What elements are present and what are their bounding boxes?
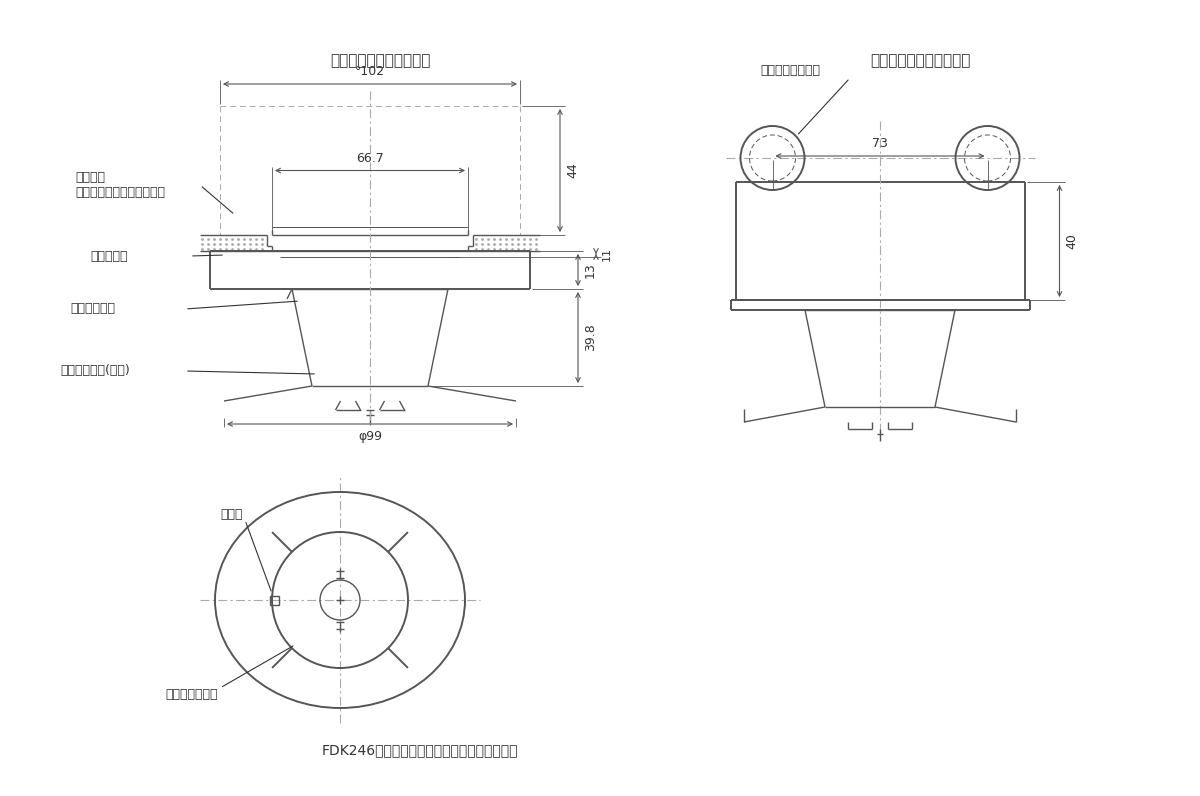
Text: φ99: φ99 — [358, 430, 382, 443]
Text: 66.7: 66.7 — [356, 151, 384, 165]
Text: 大形四角
アウトレットボックス深形: 大形四角 アウトレットボックス深形 — [74, 171, 166, 199]
Text: 丸形露出ボックス: 丸形露出ボックス — [760, 64, 820, 77]
Text: 感知器ヘッド(本体): 感知器ヘッド(本体) — [60, 365, 130, 377]
Text: 種別表示シール: 種別表示シール — [166, 689, 217, 701]
Text: °102: °102 — [355, 65, 385, 78]
Text: 11: 11 — [602, 247, 612, 261]
Text: 塗代カバー: 塗代カバー — [90, 249, 127, 263]
Text: 確認灯: 確認灯 — [220, 509, 242, 521]
Text: 44: 44 — [566, 162, 580, 178]
Text: FDK246型光電式スポット型感知器（露出型）: FDK246型光電式スポット型感知器（露出型） — [322, 743, 518, 757]
Text: 13: 13 — [584, 262, 598, 278]
Text: 73: 73 — [872, 137, 888, 150]
Text: 露出型ベース: 露出型ベース — [70, 302, 115, 315]
Text: 露出ボックス使用の場合: 露出ボックス使用の場合 — [870, 53, 970, 68]
Text: 埋込ボックス使用の場合: 埋込ボックス使用の場合 — [330, 53, 430, 68]
Bar — [270, 595, 278, 604]
Text: 40: 40 — [1066, 233, 1079, 249]
Text: 39.8: 39.8 — [584, 324, 598, 351]
